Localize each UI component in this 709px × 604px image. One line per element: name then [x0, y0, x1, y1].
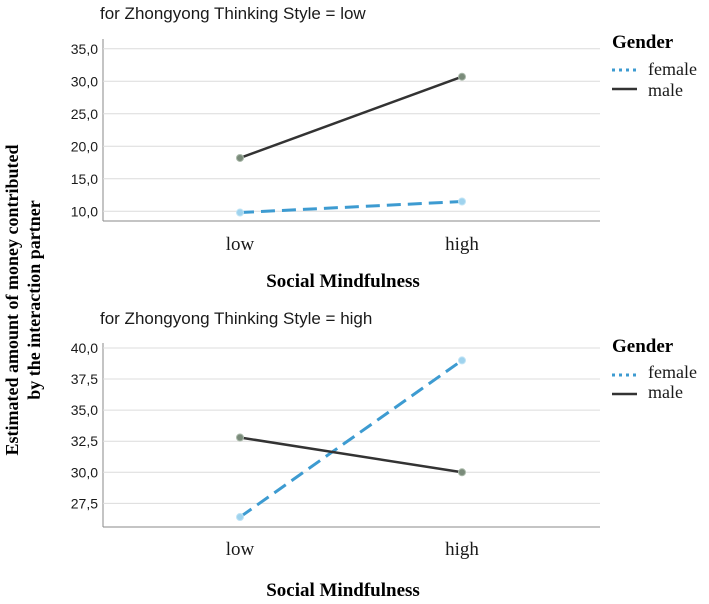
chart-panel-high: for Zhongyong Thinking Style = high 40,0… [71, 309, 697, 601]
y-tick-label: 20,0 [71, 138, 98, 154]
series-line-male [239, 436, 463, 474]
point-female-high [458, 197, 466, 206]
series-line-female [239, 359, 463, 519]
series-points [236, 72, 466, 217]
series-lines [239, 75, 463, 215]
point-male-low [236, 153, 244, 162]
y-axis-label-line-2: by the interaction partner [24, 200, 44, 399]
legend-male-label: male [648, 80, 683, 100]
legend: Gender female male [612, 336, 697, 402]
y-tick-labels: 40,0 37,5 35,0 32,5 30,0 27,5 [71, 340, 98, 511]
series-lines [239, 359, 463, 519]
x-axis-label: Social Mindfulness [266, 271, 420, 292]
point-female-low [236, 208, 244, 217]
y-tick-label: 35,0 [71, 402, 98, 418]
point-female-low [236, 513, 244, 522]
legend-title: Gender [612, 32, 674, 53]
chart-title: for Zhongyong Thinking Style = low [100, 4, 366, 23]
x-tick-labels: low high [226, 234, 480, 255]
y-tick-label: 40,0 [71, 340, 98, 356]
point-male-high [458, 72, 466, 81]
y-tick-label: 15,0 [71, 171, 98, 187]
legend-male-label: male [648, 382, 683, 402]
x-tick-label: low [226, 234, 255, 255]
y-tick-label: 37,5 [71, 371, 98, 387]
y-tick-label: 25,0 [71, 106, 98, 122]
y-axis-label-line-1: Estimated amount of money contributed [2, 145, 22, 456]
x-tick-labels: low high [226, 539, 480, 560]
y-tick-label: 10,0 [71, 203, 98, 219]
point-male-high [458, 468, 466, 477]
gridlines [102, 343, 600, 528]
point-male-low [236, 433, 244, 442]
y-tick-labels: 35,0 30,0 25,0 20,0 15,0 10,0 [71, 41, 98, 220]
series-line-female [239, 200, 463, 215]
y-tick-label: 35,0 [71, 41, 98, 57]
legend-title: Gender [612, 336, 674, 357]
x-axis-label: Social Mindfulness [266, 580, 420, 601]
x-tick-label: high [445, 539, 479, 560]
legend-female-label: female [648, 59, 697, 79]
x-tick-label: low [226, 539, 255, 560]
legend: Gender female male [612, 32, 697, 100]
series-line-male [239, 75, 463, 160]
gridlines [102, 39, 600, 222]
series-points [236, 356, 466, 522]
chart-panel-low: for Zhongyong Thinking Style = low 35,03… [71, 4, 697, 292]
y-tick-label: 30,0 [71, 464, 98, 480]
chart-title: for Zhongyong Thinking Style = high [100, 309, 372, 328]
y-tick-label: 32,5 [71, 433, 98, 449]
legend-female-label: female [648, 362, 697, 382]
point-female-high [458, 356, 466, 365]
x-tick-label: high [445, 234, 479, 255]
y-tick-label: 27,5 [71, 495, 98, 511]
y-tick-label: 30,0 [71, 73, 98, 89]
